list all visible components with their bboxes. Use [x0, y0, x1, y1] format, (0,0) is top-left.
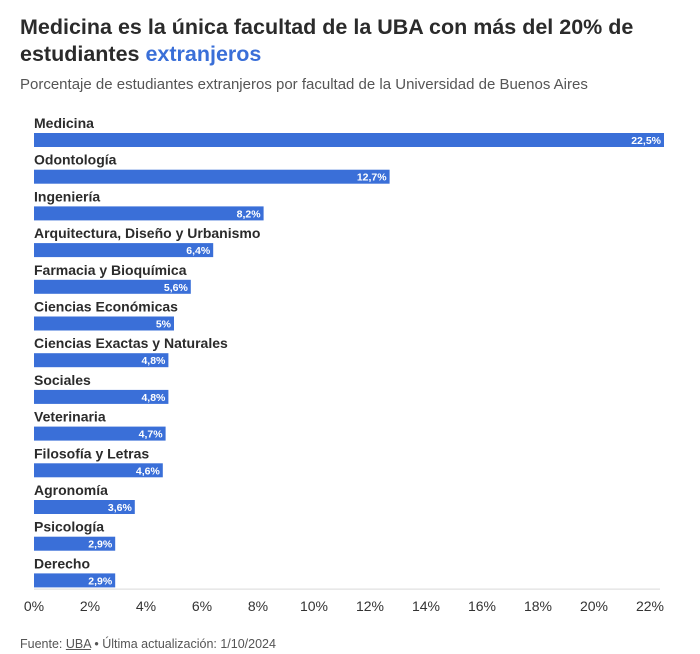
- bar-row: Filosofía y Letras 4,6%: [34, 445, 163, 478]
- category-label: Filosofía y Letras: [34, 445, 149, 461]
- x-tick-label: 10%: [300, 598, 328, 614]
- bar: [34, 169, 390, 184]
- last-updated: Última actualización: 1/10/2024: [102, 637, 276, 651]
- category-label: Odontología: [34, 152, 117, 168]
- category-label: Arquitectura, Diseño y Urbanismo: [34, 225, 260, 241]
- x-tick-label: 18%: [524, 598, 552, 614]
- bar-value-label: 4,7%: [139, 429, 164, 441]
- source-link[interactable]: UBA: [65, 637, 91, 651]
- bar-value-label: 4,8%: [141, 355, 166, 367]
- bar-value-label: 2,9%: [88, 575, 113, 587]
- chart-subtitle: Porcentaje de estudiantes extranjeros po…: [20, 76, 588, 93]
- bar-value-label: 22,5%: [631, 135, 661, 147]
- bar-row: Ingeniería 8,2%: [34, 188, 264, 221]
- bar-value-label: 4,6%: [136, 465, 161, 477]
- bar-row: Farmacia y Bioquímica 5,6%: [34, 262, 191, 294]
- bar-row: Medicina 22,5%: [34, 115, 664, 147]
- category-label: Farmacia y Bioquímica: [34, 262, 187, 278]
- category-label: Medicina: [34, 115, 94, 131]
- category-label: Derecho: [34, 555, 90, 571]
- chart-title-main: Medicina es la única facultad de la UBA …: [20, 15, 634, 66]
- bar-value-label: 5,6%: [164, 282, 189, 294]
- x-tick-label: 20%: [580, 598, 608, 614]
- category-label: Agronomía: [34, 482, 108, 498]
- bar-row: Ciencias Económicas 5%: [34, 299, 178, 331]
- footer: Fuente: UBA • Última actualización: 1/10…: [20, 637, 276, 651]
- bar: [34, 536, 116, 551]
- bar-value-label: 5%: [156, 319, 172, 331]
- category-label: Ciencias Económicas: [34, 299, 178, 315]
- bar: [34, 353, 169, 368]
- footer-separator: •: [94, 637, 99, 651]
- category-label: Psicología: [34, 519, 104, 535]
- bar-row: Sociales 4,8%: [34, 372, 169, 404]
- chart-title: Medicina es la única facultad de la UBA …: [20, 14, 680, 68]
- bar-row: Odontología 12,7%: [34, 152, 390, 184]
- bar: [34, 133, 664, 147]
- bar-value-label: 6,4%: [186, 245, 211, 257]
- bar-row: Arquitectura, Diseño y Urbanismo 6,4%: [34, 225, 260, 258]
- x-tick-label: 16%: [468, 598, 496, 614]
- bar: [34, 426, 166, 441]
- bar: [34, 206, 264, 221]
- bar-row: Veterinaria 4,7%: [34, 409, 166, 441]
- bar-value-label: 8,2%: [237, 208, 262, 220]
- bar-value-label: 3,6%: [108, 502, 133, 514]
- category-label: Ingeniería: [34, 188, 100, 204]
- x-tick-label: 0%: [24, 598, 44, 614]
- bar: [34, 316, 174, 331]
- category-label: Sociales: [34, 372, 91, 388]
- x-tick-label: 4%: [136, 598, 156, 614]
- bar-chart: Medicina 22,5% Odontología 12,7% Ingeniería 8…: [24, 115, 664, 614]
- bar-row: Derecho 2,9%: [34, 555, 116, 588]
- bar: [34, 463, 163, 478]
- category-label: Veterinaria: [34, 409, 106, 425]
- x-tick-label: 22%: [636, 598, 664, 614]
- bar: [34, 279, 191, 294]
- x-tick-label: 6%: [192, 598, 212, 614]
- bar: [34, 389, 169, 404]
- bar-value-label: 12,7%: [357, 172, 387, 184]
- x-tick-label: 8%: [248, 598, 268, 614]
- x-tick-label: 2%: [80, 598, 100, 614]
- bar-row: Psicología 2,9%: [34, 519, 116, 551]
- bar: [34, 243, 214, 258]
- category-label: Ciencias Exactas y Naturales: [34, 335, 228, 351]
- bar: [34, 573, 116, 588]
- bar-value-label: 2,9%: [88, 539, 113, 551]
- bar: [34, 500, 135, 514]
- source-label: Fuente:: [20, 637, 63, 651]
- bar-row: Ciencias Exactas y Naturales 4,8%: [34, 335, 228, 368]
- x-tick-label: 14%: [412, 598, 440, 614]
- x-tick-label: 12%: [356, 598, 384, 614]
- bar-value-label: 4,8%: [141, 392, 166, 404]
- chart-title-highlight: extranjeros: [145, 42, 262, 66]
